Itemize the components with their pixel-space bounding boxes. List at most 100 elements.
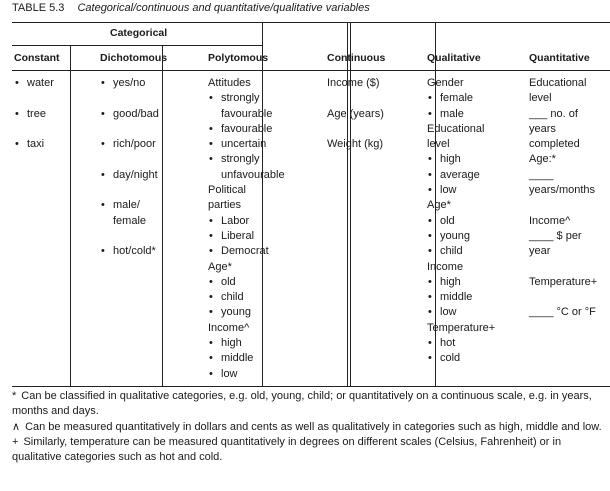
bullet-item: taxi: [14, 137, 54, 152]
cell-line: Income ($): [327, 77, 380, 89]
header-constant: Constant: [14, 52, 60, 64]
blank-line: [100, 122, 159, 137]
column-divider: [162, 45, 163, 386]
cell-line: unfavourable: [221, 168, 285, 181]
blank-line: [100, 229, 159, 244]
cell-line: Attitudes: [208, 77, 251, 89]
header-quantitative: Quantitative: [529, 52, 590, 64]
cell-line: ____ $ per: [529, 229, 582, 242]
bullet-item: rich/poor: [100, 137, 159, 152]
cell-line: female: [113, 214, 147, 227]
bullet-item: middle: [208, 351, 285, 366]
cell-line: favourable: [221, 107, 273, 120]
bullet-item: strongly: [208, 152, 285, 167]
bullet-item: strongly: [208, 91, 285, 106]
cell-line: Temperature+: [529, 275, 598, 288]
blank-line: [529, 198, 597, 213]
cell-line: Income^: [529, 214, 571, 227]
blank-line: [100, 91, 159, 106]
footnote-text: Can be classified in qualitative categor…: [12, 390, 592, 418]
bullet-item: hot/cold*: [100, 244, 159, 259]
bullet-item: high: [208, 336, 285, 351]
cell-constant: water tree taxi: [14, 76, 54, 152]
cell-polytomous: Attitudesstronglyfavourablefavourableunc…: [208, 76, 285, 382]
cell-line: Age (years): [327, 107, 384, 120]
bullet-item: male: [427, 107, 495, 122]
bullet-item: low: [427, 183, 495, 198]
cell-line: year: [529, 245, 551, 258]
cell-line: Age:*: [529, 153, 556, 166]
bullet-item: female: [427, 91, 495, 106]
footnotes: * Can be classified in qualitative catego…: [12, 389, 602, 465]
cell-line: Age*: [208, 260, 232, 273]
bullet-item: male/: [100, 198, 159, 213]
bullet-item: day/night: [100, 168, 159, 183]
header-dichotomous: Dichotomous: [100, 52, 168, 64]
cell-line: Weight (kg): [327, 138, 384, 151]
cell-line: Educational: [529, 77, 587, 89]
cell-line: ___ no. of: [529, 107, 578, 120]
bottom-rule: [12, 386, 610, 387]
cell-quantitative: Educational level ___ no. of years completed…: [529, 76, 597, 321]
bullet-item: high: [427, 152, 495, 167]
blank-line: [100, 152, 159, 167]
footnote-text: Can be measured quantitatively in dollar…: [25, 420, 602, 433]
footnote-symbol: *: [12, 390, 17, 402]
cell-qualitative: GenderfemalemaleEducationallevelhighaver…: [427, 76, 495, 367]
blank-line: [327, 122, 384, 137]
blank-line: [529, 290, 597, 305]
bullet-item: Labor: [208, 214, 285, 229]
bullet-item: yes/no: [100, 76, 159, 91]
cell-line: years: [529, 122, 556, 135]
bullet-item: low: [208, 367, 285, 382]
bullet-item: Democrat: [208, 244, 285, 259]
cell-line: ____: [529, 168, 554, 181]
cell-line: level: [427, 138, 450, 151]
header-polytomous: Polytomous: [208, 52, 269, 64]
cell-line: Income^: [208, 321, 250, 334]
bullet-item: average: [427, 168, 495, 183]
header-rule: [12, 70, 610, 71]
bullet-item: good/bad: [100, 107, 159, 122]
blank-line: [14, 91, 54, 106]
table-title: Categorical/continuous and quantitative/…: [77, 2, 370, 14]
footnote: + Similarly, temperature can be measured …: [12, 435, 602, 466]
categorical-rule: [12, 45, 263, 46]
blank-line: [100, 183, 159, 198]
column-divider: [350, 22, 351, 386]
bullet-item: water: [14, 76, 54, 91]
cell-line: years/months: [529, 184, 596, 197]
blank-line: [327, 91, 384, 106]
header-continuous: Continuous: [327, 52, 386, 64]
bullet-item: child: [208, 290, 285, 305]
header-categorical: Categorical: [110, 27, 168, 39]
bullet-item: cold: [427, 351, 495, 366]
cell-line: parties: [208, 199, 242, 212]
column-divider: [262, 22, 263, 386]
footnote-symbol: ∧: [12, 420, 21, 433]
cell-line: Educational: [427, 122, 485, 135]
bullet-item: uncertain: [208, 137, 285, 152]
bullet-item: young: [208, 305, 285, 320]
bullet-item: old: [427, 214, 495, 229]
blank-line: [14, 122, 54, 137]
footnote-text: Similarly, temperature can be measured q…: [12, 435, 562, 464]
bullet-item: favourable: [208, 122, 285, 137]
footnote-symbol: +: [12, 435, 19, 448]
cell-line: ____ °C or °F: [529, 306, 596, 319]
cell-continuous: Income ($) Age (years) Weight (kg): [327, 76, 384, 152]
bullet-item: child: [427, 244, 495, 259]
bullet-item: old: [208, 275, 285, 290]
footnote: * Can be classified in qualitative catego…: [12, 389, 602, 420]
bullet-item: tree: [14, 107, 54, 122]
bullet-item: middle: [427, 290, 495, 305]
cell-line: Income: [427, 260, 464, 273]
bullet-item: high: [427, 275, 495, 290]
bullet-item: low: [427, 305, 495, 320]
bullet-item: young: [427, 229, 495, 244]
column-divider: [70, 45, 71, 386]
table-caption: TABLE 5.3 Categorical/continuous and qua…: [12, 2, 370, 14]
cell-line: Age*: [427, 199, 451, 212]
blank-line: [529, 260, 597, 275]
cell-line: Gender: [427, 77, 464, 89]
